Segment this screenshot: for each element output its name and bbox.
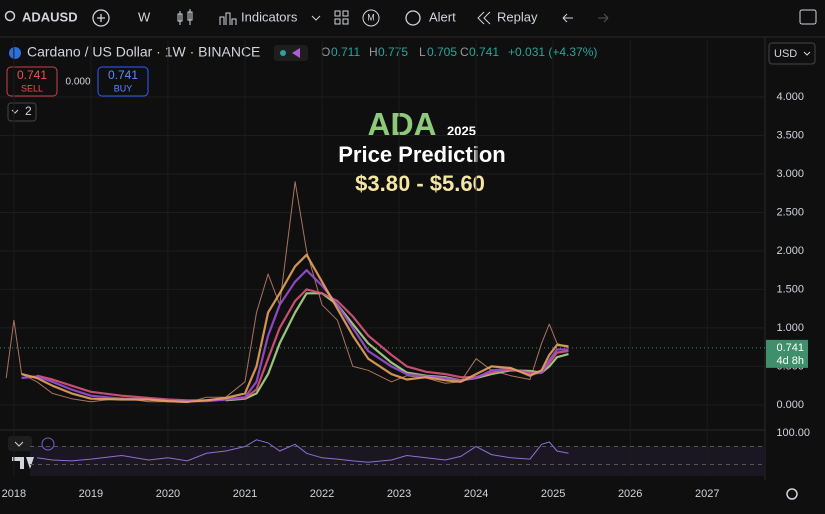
x-tick-label: 2025 <box>541 488 565 500</box>
sell-price: 0.741 <box>17 68 47 82</box>
layout-icon[interactable] <box>334 10 341 17</box>
high-label: H <box>369 45 378 59</box>
add-icon <box>97 14 105 22</box>
buy-price: 0.741 <box>108 68 138 82</box>
panel-button[interactable] <box>799 9 817 25</box>
candle-icon-body <box>177 13 183 22</box>
rsi-tick-label: 100.00 <box>776 427 810 439</box>
indicators-button[interactable]: Indicators <box>241 9 298 24</box>
plot: 0.0000.5001.0001.5002.0002.5003.0003.500… <box>0 40 810 500</box>
indicator-count: 2 <box>25 104 32 118</box>
m-label: M <box>367 12 375 22</box>
x-tick-label: 2026 <box>618 488 642 500</box>
x-tick-label: 2022 <box>310 488 334 500</box>
close-value: 0.741 <box>469 45 499 59</box>
price-line <box>21 253 569 403</box>
buy-label: BUY <box>114 83 133 93</box>
dropdown-icon[interactable] <box>311 15 321 21</box>
currency-label: USD <box>774 48 797 60</box>
candle-icon-body <box>187 11 193 21</box>
sell-button[interactable] <box>6 66 58 97</box>
high-value: 0.775 <box>378 45 408 59</box>
price-line <box>225 292 569 402</box>
countdown: 4d 8h <box>776 355 804 367</box>
status-dot <box>280 50 286 56</box>
low-label: L <box>419 45 426 59</box>
coin-logo <box>9 47 21 59</box>
layout-icon <box>342 10 349 17</box>
x-tick-label: 2024 <box>464 488 488 500</box>
low-value: 0.705 <box>427 45 457 59</box>
buy-button[interactable] <box>97 66 149 97</box>
y-tick-label: 3.500 <box>776 129 804 141</box>
overlay-coin: ADA <box>367 106 436 142</box>
x-tick-label: 2020 <box>156 488 180 500</box>
rsi-line <box>36 439 569 463</box>
interval[interactable]: W <box>138 9 151 24</box>
indicators-icon <box>219 12 237 25</box>
layout-icon <box>334 18 341 25</box>
price-line <box>36 288 569 402</box>
pane-toggle[interactable] <box>8 436 32 451</box>
y-tick-label: 4.000 <box>776 91 804 103</box>
alert-button[interactable]: Alert <box>429 9 456 24</box>
collapse-icon <box>14 441 24 447</box>
last-price-label: 0.741 <box>776 342 804 354</box>
x-tick-label: 2018 <box>2 488 26 500</box>
x-tick-label: 2023 <box>387 488 411 500</box>
sell-label: SELL <box>21 83 43 93</box>
status-icon <box>292 48 300 58</box>
indicator-toggle[interactable] <box>7 102 37 122</box>
last-price-badge <box>766 339 808 368</box>
y-tick-label: 3.000 <box>776 168 804 180</box>
close-label: C <box>460 45 469 59</box>
layout-icon <box>342 18 349 25</box>
x-tick-label: 2019 <box>79 488 103 500</box>
spread: 0.000 <box>65 77 90 88</box>
overlay-headline: Price Prediction <box>338 142 506 167</box>
y-tick-label: 2.000 <box>776 245 804 257</box>
x-tick-label: 2021 <box>233 488 257 500</box>
open-value: 0.711 <box>331 45 360 59</box>
dropdown-icon <box>803 51 811 56</box>
y-tick-label: 1.000 <box>776 322 804 334</box>
rsi-band <box>30 446 765 476</box>
x-tick-label: 2027 <box>695 488 719 500</box>
open-label: O <box>321 45 330 59</box>
overlay-year: 2025 <box>447 123 476 138</box>
add-symbol[interactable] <box>92 9 110 27</box>
undo-icon[interactable] <box>562 13 573 23</box>
collapse-icon <box>11 109 19 114</box>
y-tick-label: 1.500 <box>776 283 804 295</box>
replay-icon <box>477 11 491 25</box>
settings-icon[interactable] <box>786 488 798 500</box>
y-tick-label: 2.500 <box>776 206 804 218</box>
m-button[interactable] <box>362 9 380 27</box>
y-tick-label: 0.000 <box>776 399 804 411</box>
alert-icon[interactable] <box>405 10 421 26</box>
search-icon[interactable] <box>4 10 16 22</box>
status-chip[interactable] <box>274 45 308 61</box>
currency-select[interactable] <box>768 42 816 65</box>
tv-logo <box>12 457 34 469</box>
rsi-icon[interactable] <box>41 437 55 451</box>
replay-button[interactable]: Replay <box>497 9 538 24</box>
redo-icon[interactable] <box>598 13 609 23</box>
symbol[interactable]: ADAUSD <box>22 9 78 24</box>
overlay-range: $3.80 - $5.60 <box>355 171 485 196</box>
symbol-description: Cardano / US Dollar · 1W · BINANCE <box>27 44 260 60</box>
